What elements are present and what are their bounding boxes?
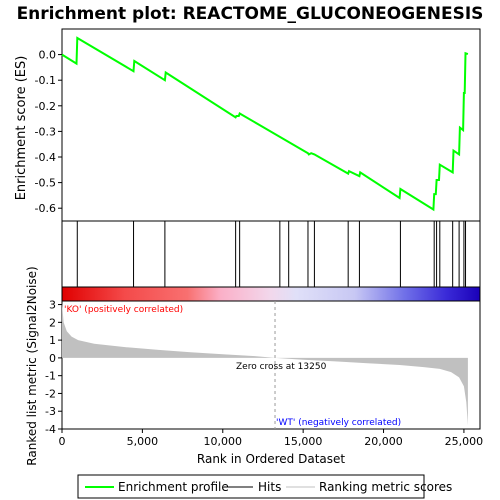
metric-y-tick-label: 0 <box>49 352 56 365</box>
metric-y-tick-label: 2 <box>49 316 56 329</box>
x-tick-label: 20,000 <box>364 435 403 448</box>
metric-y-tick-label: -4 <box>45 423 56 436</box>
es-y-tick-label: -0.5 <box>35 177 56 190</box>
hits-marks <box>76 221 467 287</box>
x-tick-label: 0 <box>59 435 66 448</box>
metric-y-tick-label: -3 <box>45 405 56 418</box>
metric-y-axis-title: Ranked list metric (Signal2Noise) <box>25 266 39 465</box>
es-y-tick-label: -0.6 <box>35 202 56 215</box>
legend-metric-label: Ranking metric scores <box>319 480 452 494</box>
hits-panel <box>61 220 481 288</box>
x-tick-label: 10,000 <box>204 435 243 448</box>
es-y-axis-title: Enrichment score (ES) <box>14 56 29 201</box>
x-tick-label: 5,000 <box>127 435 159 448</box>
rank-color-bar <box>61 286 481 302</box>
legend-profile-label: Enrichment profile <box>118 480 229 494</box>
x-tick-label: 15,000 <box>284 435 323 448</box>
metric-y-ticks: 3 2 1 0 -1 -2 -3 -4 <box>45 299 62 436</box>
legend: Enrichment profile Hits Ranking metric s… <box>77 474 452 499</box>
enrichment-profile-line <box>61 36 469 212</box>
chart-title: Enrichment plot: REACTOME_GLUCONEOGENESI… <box>17 4 484 24</box>
es-y-tick-label: -0.4 <box>35 151 56 164</box>
es-y-tick-label: 0.0 <box>39 49 57 62</box>
metric-y-tick-label: 1 <box>49 334 56 347</box>
es-panel <box>61 28 481 222</box>
x-tick-label: 25,000 <box>445 435 484 448</box>
es-y-tick-label: -0.1 <box>35 74 56 87</box>
metric-y-tick-label: -1 <box>45 370 56 383</box>
negative-correlation-label: 'WT' (negatively correlated) <box>276 418 401 428</box>
es-y-tick-label: -0.3 <box>35 125 56 138</box>
x-ticks: 0 5,000 10,000 15,000 20,000 25,000 <box>59 429 484 448</box>
es-y-tick-label: -0.2 <box>35 100 56 113</box>
es-y-ticks: 0.0 -0.1 -0.2 -0.3 -0.4 -0.5 -0.6 <box>35 49 62 215</box>
positive-correlation-label: 'KO' (positively correlated) <box>64 305 183 315</box>
ranking-metric-area <box>62 302 468 426</box>
zero-cross-label: Zero cross at 13250 <box>236 362 327 372</box>
x-axis-title: Rank in Ordered Dataset <box>197 452 345 466</box>
metric-y-tick-label: 3 <box>49 299 56 312</box>
legend-hits-label: Hits <box>258 480 281 494</box>
metric-y-tick-label: -2 <box>45 387 56 400</box>
